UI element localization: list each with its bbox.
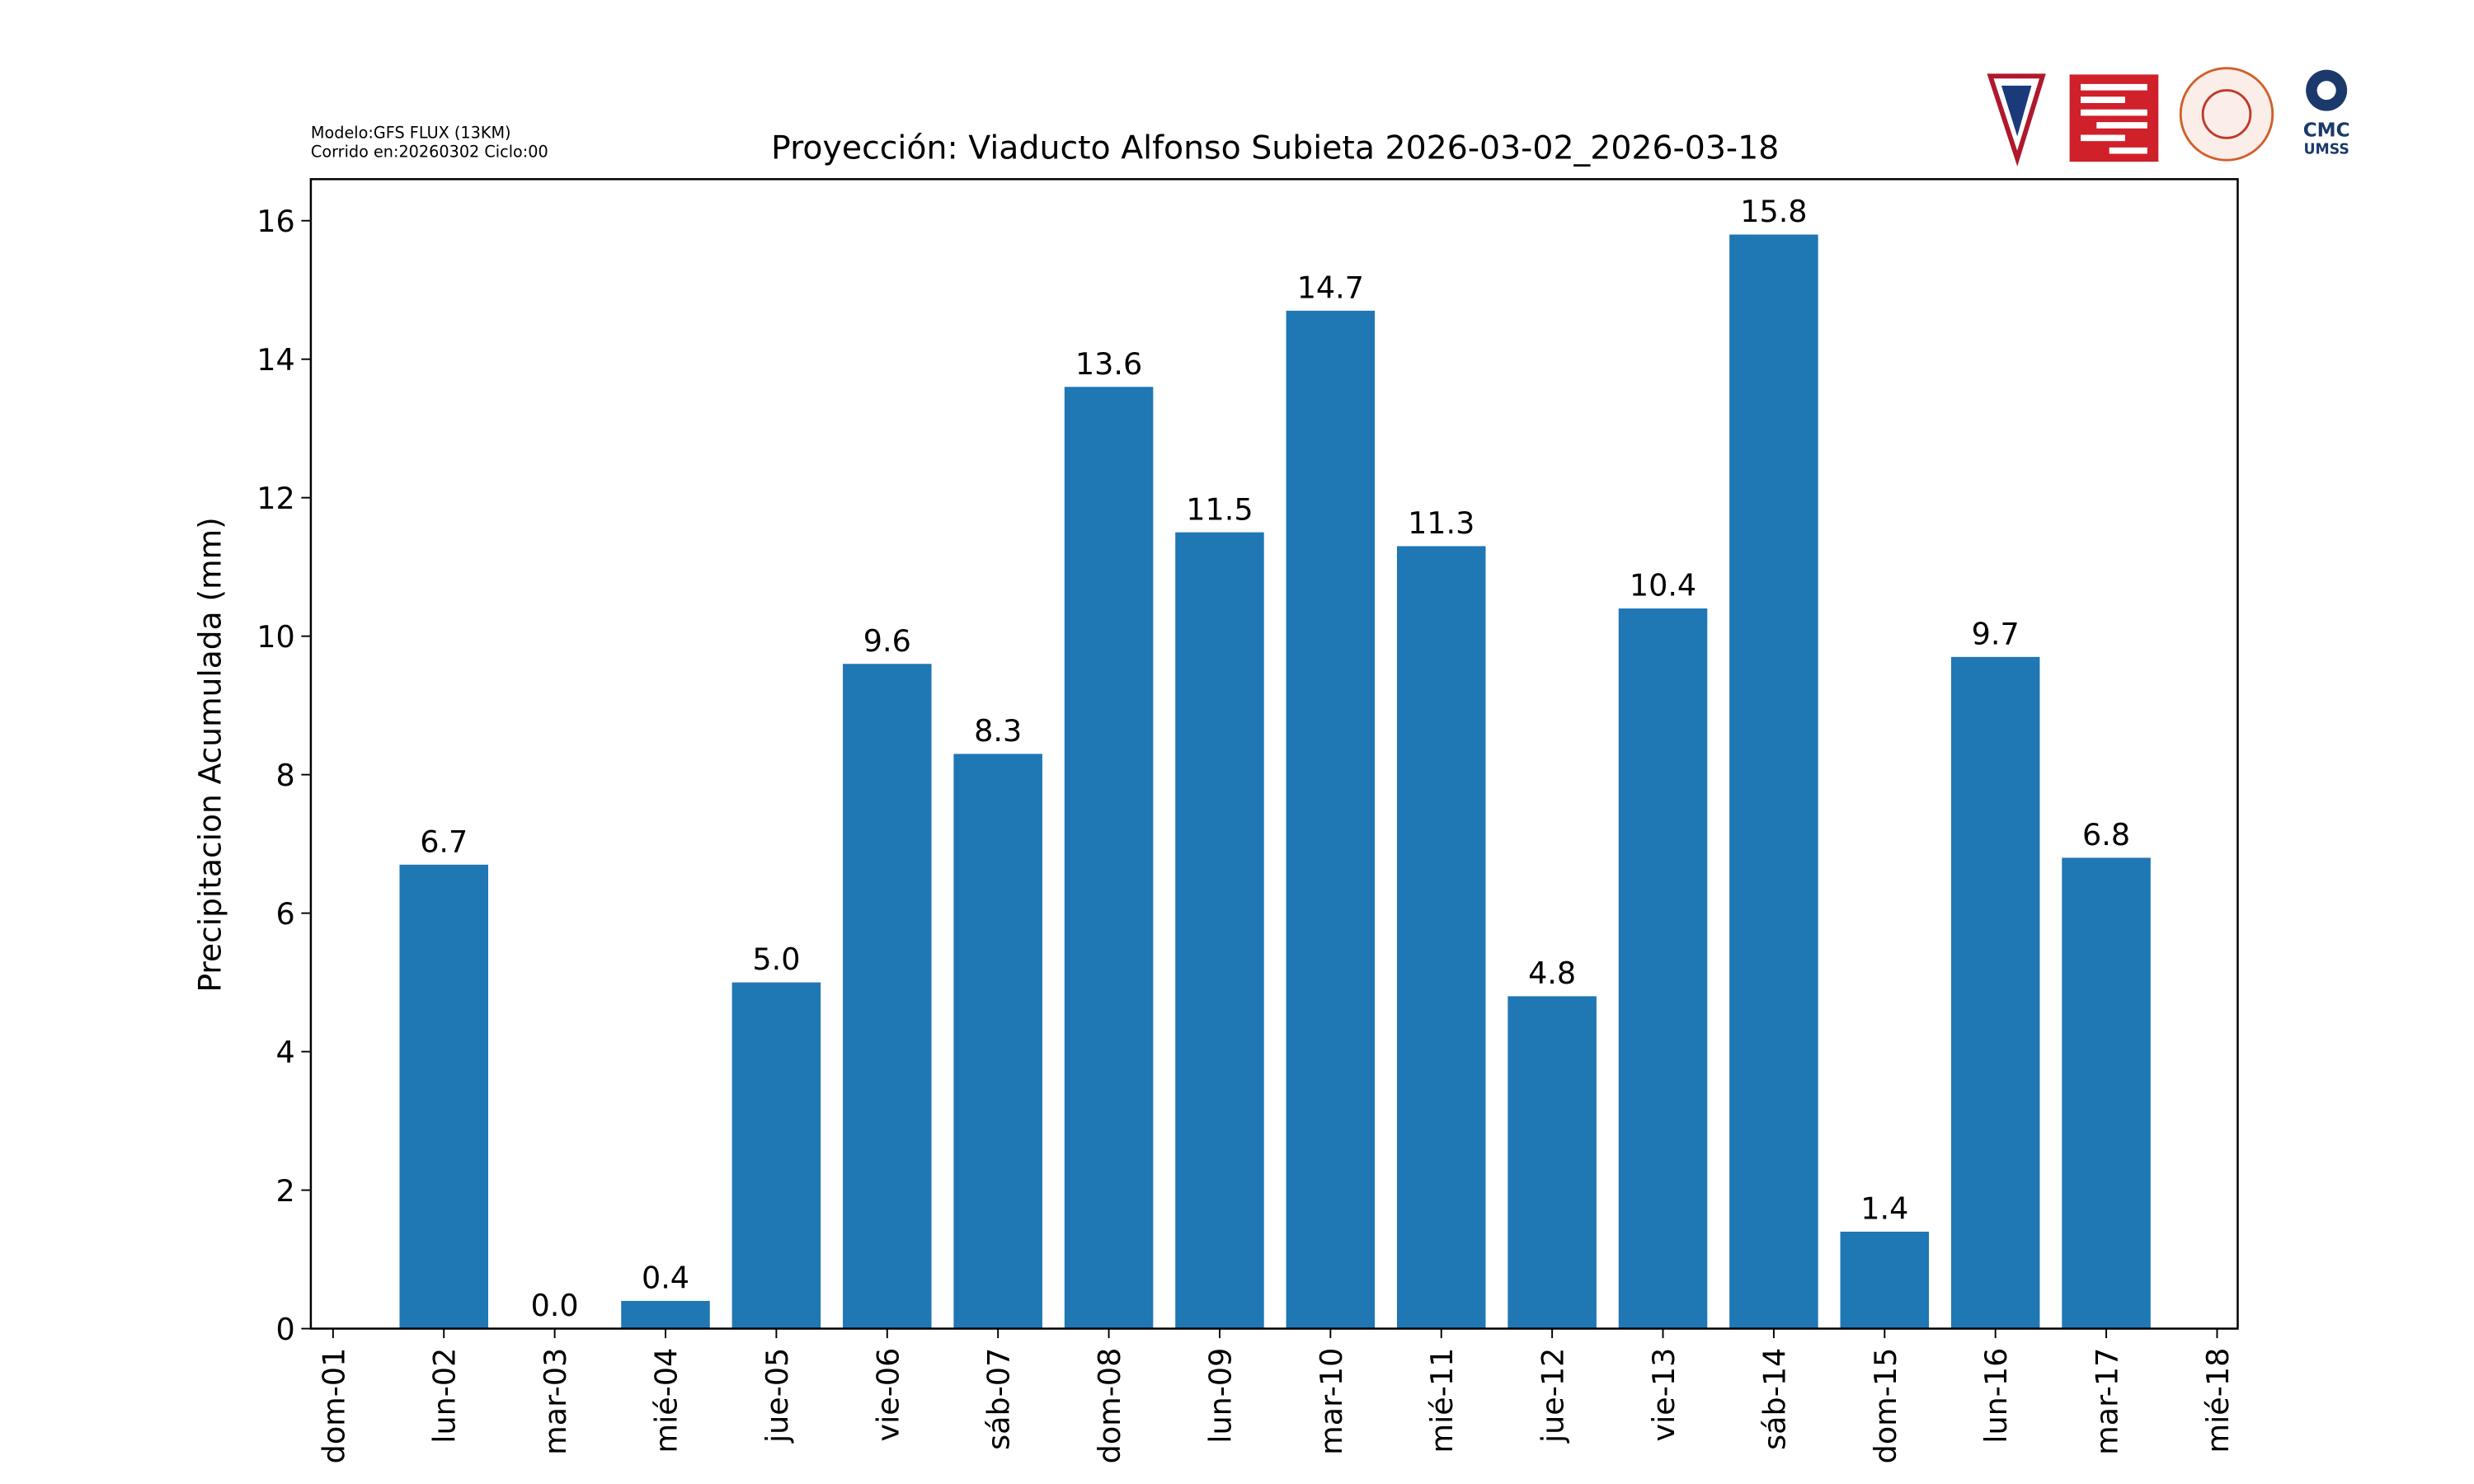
bar bbox=[1950, 656, 2040, 1329]
value-label: 8.3 bbox=[974, 713, 1022, 749]
bar bbox=[1064, 387, 1154, 1329]
bar bbox=[1840, 1231, 1930, 1329]
x-tick-label: mar-03 bbox=[538, 1348, 573, 1455]
y-tick-label: 4 bbox=[275, 1035, 294, 1070]
value-label: 1.4 bbox=[1860, 1191, 1908, 1227]
logo-fcyt-lines bbox=[2081, 83, 2147, 154]
bar bbox=[1507, 996, 1597, 1329]
x-tick-label: mié-11 bbox=[1424, 1348, 1460, 1453]
value-label: 11.5 bbox=[1186, 491, 1253, 527]
bar bbox=[1175, 532, 1264, 1329]
x-tick-label: jue-12 bbox=[1536, 1348, 1571, 1444]
y-tick-label: 16 bbox=[256, 204, 294, 239]
y-axis-label: Precipitacion Acumulada (mm) bbox=[191, 517, 228, 992]
chart-title: Proyección: Viaducto Alfonso Subieta 202… bbox=[771, 129, 1779, 167]
x-tick-label: vie-13 bbox=[1646, 1348, 1681, 1442]
x-tick-label: mié-18 bbox=[2200, 1348, 2236, 1453]
x-tick-label: sáb-14 bbox=[1757, 1348, 1792, 1450]
y-tick-label: 10 bbox=[256, 619, 294, 655]
y-tick-label: 8 bbox=[275, 758, 294, 793]
plot-frame bbox=[309, 178, 2239, 1330]
x-tick-label: sáb-07 bbox=[981, 1348, 1017, 1450]
logo-text: UMSS bbox=[2303, 142, 2349, 158]
bar bbox=[621, 1300, 710, 1329]
y-tick-label: 6 bbox=[275, 896, 294, 932]
x-tick-label: vie-06 bbox=[870, 1348, 905, 1442]
y-tick-label: 14 bbox=[256, 342, 294, 378]
y-tick-label: 0 bbox=[275, 1312, 294, 1347]
value-label: 14.7 bbox=[1297, 270, 1364, 306]
x-tick-label: mar-17 bbox=[2090, 1348, 2125, 1455]
value-label: 0.4 bbox=[642, 1261, 689, 1296]
bar bbox=[1618, 608, 1708, 1329]
value-label: 9.7 bbox=[1972, 616, 2020, 651]
x-tick-label: dom-15 bbox=[1868, 1348, 1903, 1464]
value-label: 13.6 bbox=[1075, 346, 1142, 382]
value-label: 11.3 bbox=[1408, 505, 1475, 541]
bar bbox=[1729, 234, 1818, 1329]
bar bbox=[2062, 857, 2151, 1329]
x-tick-label: dom-08 bbox=[1092, 1348, 1127, 1464]
bar bbox=[843, 664, 932, 1329]
logo-physics bbox=[2179, 67, 2274, 162]
value-label: 6.7 bbox=[420, 824, 468, 859]
logo-physics-inner bbox=[2201, 89, 2252, 139]
x-tick-label: lun-02 bbox=[427, 1348, 463, 1444]
value-label: 5.0 bbox=[752, 942, 800, 977]
logo-cmc-inner bbox=[2316, 81, 2336, 101]
x-tick-label: mar-10 bbox=[1314, 1348, 1349, 1455]
bar bbox=[1396, 546, 1486, 1329]
y-tick-label: 12 bbox=[256, 481, 294, 516]
bar bbox=[731, 982, 821, 1329]
value-label: 4.8 bbox=[1528, 956, 1576, 991]
x-tick-label: mié-04 bbox=[648, 1348, 684, 1453]
x-tick-label: lun-16 bbox=[1978, 1348, 2014, 1444]
value-label: 0.0 bbox=[531, 1288, 579, 1323]
bar bbox=[399, 864, 488, 1329]
value-label: 9.6 bbox=[863, 623, 911, 659]
y-tick-label: 2 bbox=[275, 1173, 294, 1209]
bar bbox=[953, 754, 1042, 1329]
logo-umss-inner bbox=[2001, 85, 2032, 137]
value-label: 10.4 bbox=[1630, 568, 1696, 603]
model-info: Modelo:GFS FLUX (13KM) bbox=[311, 123, 511, 142]
logo-text: CMC bbox=[2303, 120, 2350, 141]
bar bbox=[1286, 310, 1376, 1329]
x-tick-label: lun-09 bbox=[1202, 1348, 1238, 1444]
x-tick-label: dom-01 bbox=[316, 1348, 351, 1464]
logos: CMC UMSS bbox=[1987, 67, 2350, 167]
value-label: 6.8 bbox=[2082, 817, 2130, 852]
x-tick-label: jue-05 bbox=[760, 1348, 795, 1444]
value-label: 15.8 bbox=[1740, 194, 1807, 229]
model-info: Corrido en:20260302 Ciclo:00 bbox=[311, 142, 548, 161]
